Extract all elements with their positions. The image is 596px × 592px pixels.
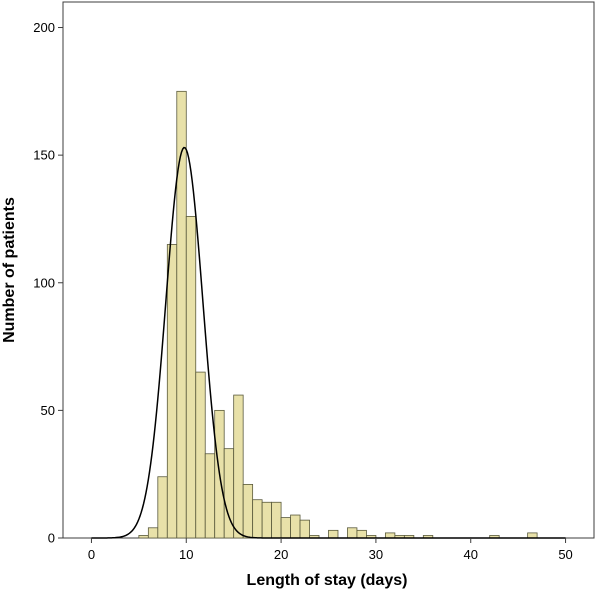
y-tick-label: 100 xyxy=(33,275,55,290)
histogram-bar xyxy=(384,532,396,539)
histogram-bar xyxy=(138,535,149,539)
plot-frame xyxy=(62,1,595,539)
histogram-bar xyxy=(252,499,263,539)
y-axis-title: Number of patients xyxy=(1,197,18,343)
x-axis: 0 10 20 30 40 50 xyxy=(88,538,573,562)
histogram-bar xyxy=(290,514,301,539)
y-tick-label: 0 xyxy=(48,531,55,546)
histogram-bar xyxy=(347,527,358,539)
normal-curve xyxy=(91,146,566,539)
y-tick-label: 150 xyxy=(33,148,55,163)
histogram-bar xyxy=(242,483,254,539)
histogram-bar xyxy=(195,371,206,539)
histogram-bar xyxy=(261,501,273,539)
histogram-bar xyxy=(166,244,178,539)
x-tick-label: 10 xyxy=(179,547,193,562)
histogram-bar xyxy=(328,529,339,539)
histogram-bar xyxy=(147,527,159,539)
histogram-bar xyxy=(527,532,538,539)
x-axis-title: Length of stay (days) xyxy=(247,572,408,589)
histogram-bar xyxy=(176,90,187,539)
histogram-bar xyxy=(157,476,168,539)
histogram-bar xyxy=(204,453,216,539)
y-axis: 0 50 100 150 200 xyxy=(33,20,63,546)
y-tick-label: 50 xyxy=(41,403,55,418)
histogram-bar xyxy=(185,215,197,539)
histogram-bar xyxy=(233,394,244,539)
histogram-bar xyxy=(280,517,291,539)
x-tick-label: 40 xyxy=(463,547,477,562)
y-tick-label: 200 xyxy=(33,20,55,35)
histogram-bar xyxy=(271,501,282,539)
x-tick-label: 20 xyxy=(274,547,288,562)
histogram-bar xyxy=(356,529,367,539)
x-tick-label: 0 xyxy=(88,547,95,562)
histogram-bar xyxy=(299,519,310,539)
x-tick-label: 30 xyxy=(369,547,383,562)
x-tick-label: 50 xyxy=(558,547,572,562)
